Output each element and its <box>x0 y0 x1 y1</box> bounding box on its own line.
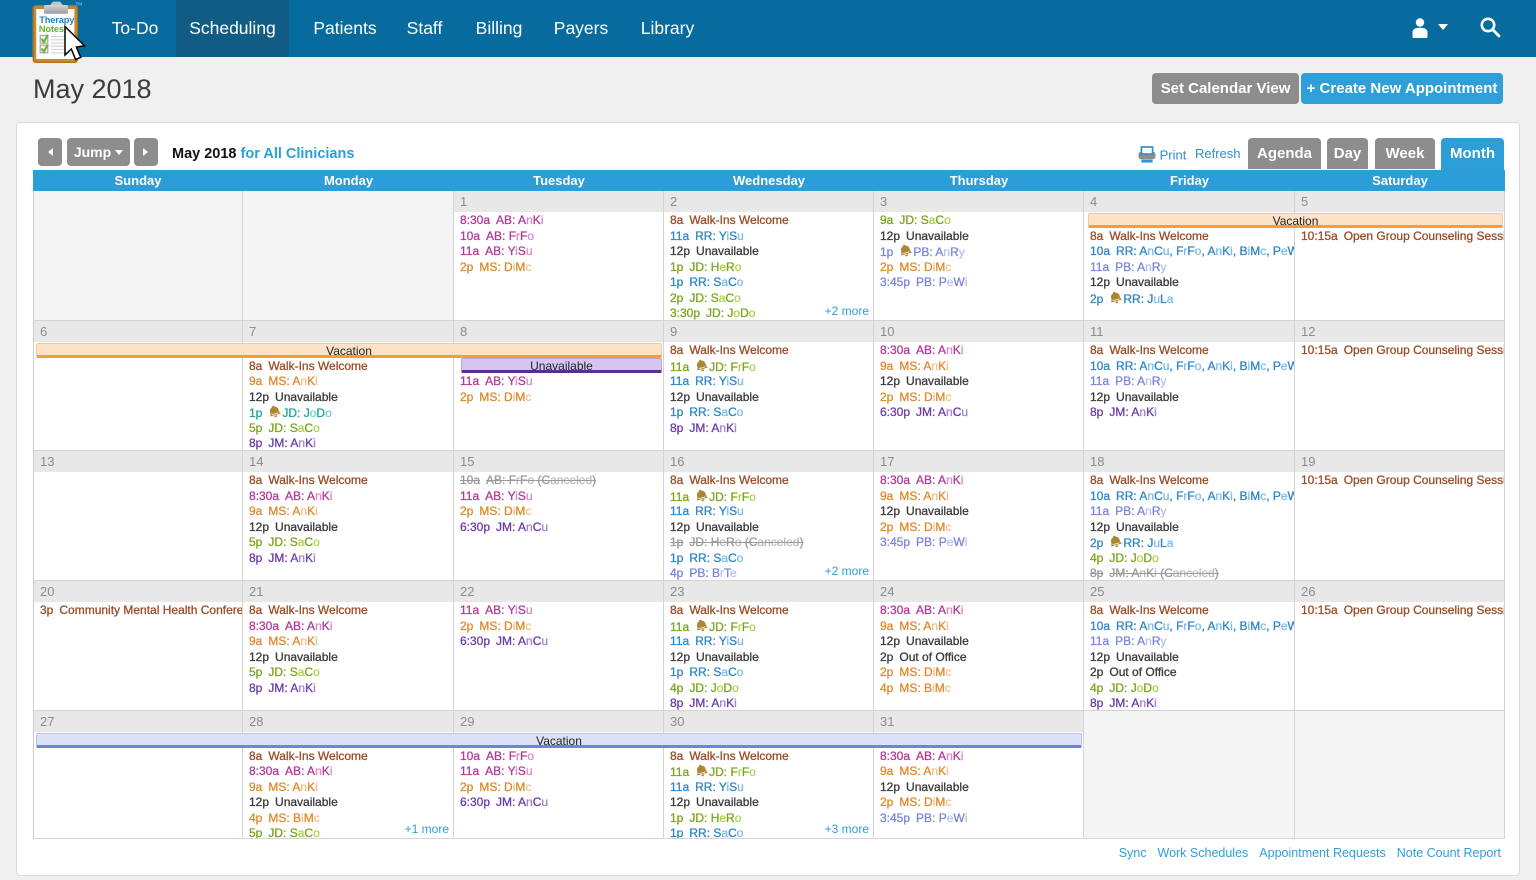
svg-text:Therapy: Therapy <box>39 14 75 25</box>
svg-text:Notes: Notes <box>39 23 64 34</box>
svg-text:TM: TM <box>76 2 83 7</box>
